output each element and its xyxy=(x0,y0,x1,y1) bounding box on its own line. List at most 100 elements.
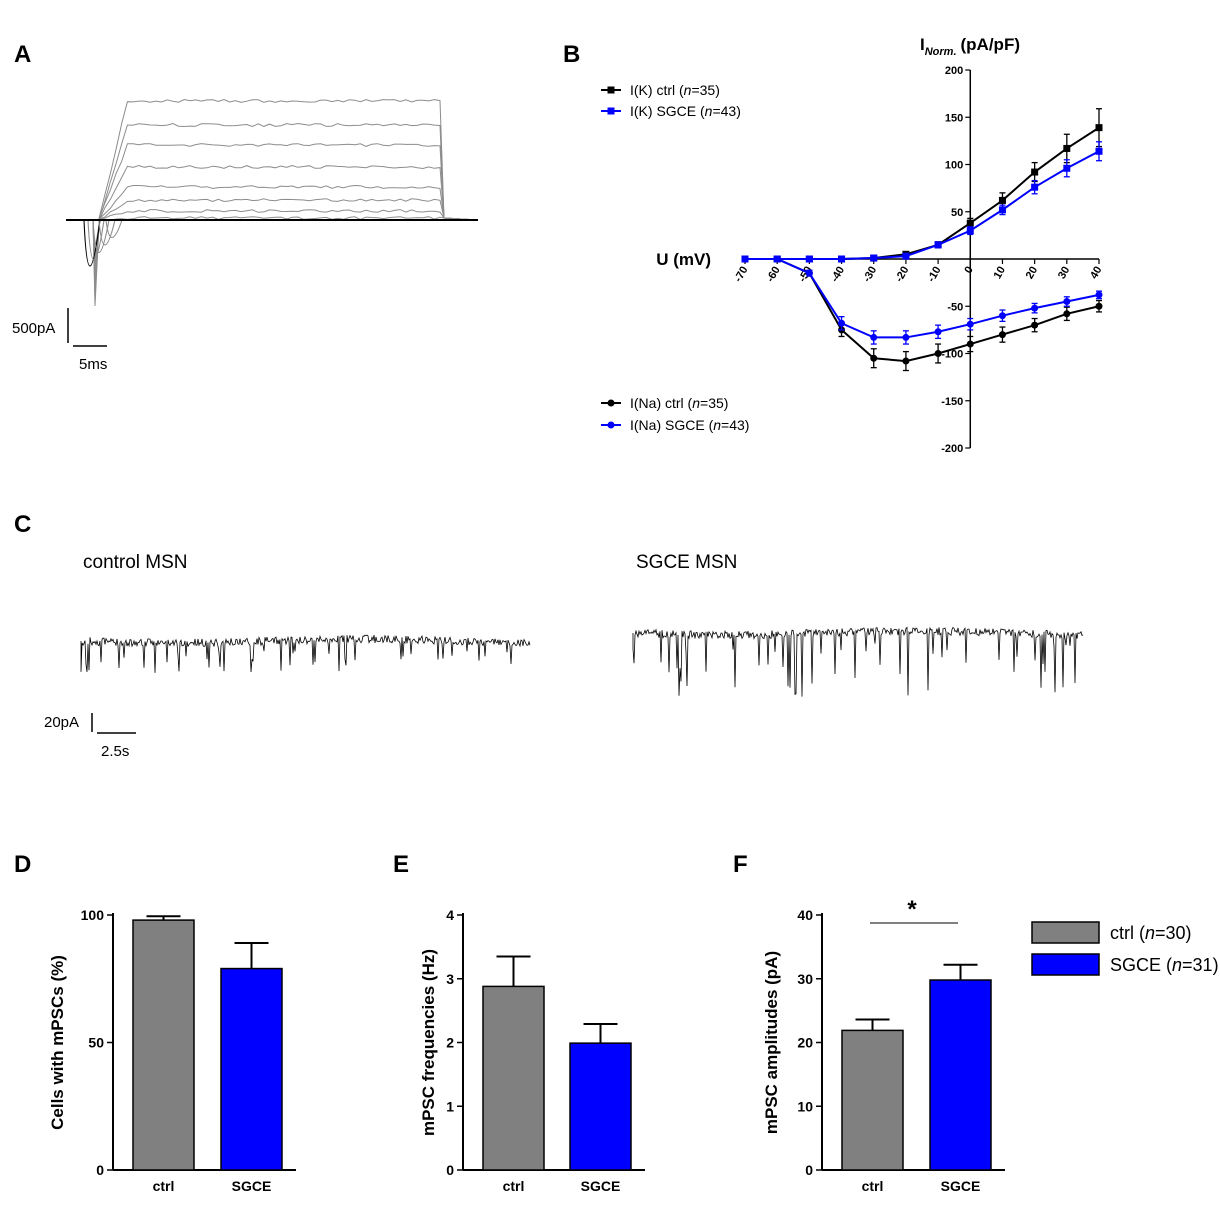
iv-y-tick-label: 100 xyxy=(945,160,963,172)
iv-data-point xyxy=(1031,321,1039,329)
legend-n-symbol: n xyxy=(1172,955,1182,975)
iv-x-tick-label: 10 xyxy=(992,265,1009,282)
iv-data-point xyxy=(998,206,1006,214)
legend-label-ctrl: ctrl (n=30) xyxy=(1110,923,1192,943)
iv-y-title-main: I xyxy=(920,35,925,54)
iv-y-tick-label: -200 xyxy=(941,443,963,455)
iv-data-point xyxy=(902,333,910,341)
iv-data-point xyxy=(1063,164,1071,172)
iv-data-point xyxy=(1031,183,1039,191)
bar-y-tick-label: 0 xyxy=(96,1162,104,1178)
iv-data-point xyxy=(838,255,846,263)
iv-data-point xyxy=(998,196,1006,204)
iv-y-title-sub: Norm. xyxy=(925,46,957,58)
k-current-trace xyxy=(68,209,479,299)
bar-y-tick-label: 100 xyxy=(81,907,105,923)
k-current-trace xyxy=(68,98,479,251)
iv-legend-marker xyxy=(607,399,615,407)
legend-name: SGCE ( xyxy=(1110,955,1172,975)
iv-legend-marker xyxy=(607,421,615,429)
bar-y-tick-label: 1 xyxy=(446,1098,454,1114)
na-current-dip xyxy=(98,219,116,246)
bar-x-tick-label: ctrl xyxy=(503,1178,525,1194)
legend-name: I(K) ctrl ( xyxy=(630,82,684,98)
panel-c: control MSN SGCE MSN 20pA 2.5s xyxy=(44,552,1084,760)
bar-x-tick-label: ctrl xyxy=(862,1178,884,1194)
legend-n-symbol: n xyxy=(1145,923,1155,943)
legend-n-symbol: n xyxy=(705,103,713,119)
control-msn-label: control MSN xyxy=(83,552,188,573)
panel-letter-d: D xyxy=(14,851,31,878)
iv-legend-label: I(K) ctrl (n=35) xyxy=(630,82,720,98)
bar-y-tick-label: 30 xyxy=(797,971,813,987)
iv-data-point xyxy=(998,312,1006,320)
iv-data-point xyxy=(773,255,781,263)
panel-a-scale-bar: 500pA 5ms xyxy=(12,308,107,373)
iv-data-point xyxy=(934,241,942,249)
legend-n-value: =43) xyxy=(712,103,740,119)
iv-data-point xyxy=(1063,144,1071,152)
bar-x-tick-label: SGCE xyxy=(232,1178,272,1194)
iv-y-tick-label: -150 xyxy=(941,396,963,408)
legend-name: I(K) SGCE ( xyxy=(630,103,705,119)
bar-x-tick-label: SGCE xyxy=(581,1178,621,1194)
sgce-msn-label: SGCE MSN xyxy=(636,552,737,573)
panel-letter-c: C xyxy=(14,511,31,538)
panel-e-bar-chart: 0 1 2 3 4 ctrl SGCE mPSC frequencies (Hz) xyxy=(419,907,645,1194)
mpsc-trace xyxy=(632,626,1084,697)
iv-series-line xyxy=(745,258,1100,339)
panel-letter-a: A xyxy=(14,41,31,68)
mpsc-trace xyxy=(80,634,531,673)
iv-x-tick-label: -30 xyxy=(861,265,879,285)
k-current-trace xyxy=(68,198,479,291)
bar-x-tick-label: SGCE xyxy=(941,1178,981,1194)
iv-y-axis-title: INorm. (pA/pF) xyxy=(920,35,1020,58)
iv-y-tick-label: 200 xyxy=(945,65,963,77)
iv-data-point xyxy=(1063,310,1071,318)
iv-data-point xyxy=(966,227,974,235)
bar-y-axis-title: mPSC amplitudes (pA) xyxy=(762,951,781,1134)
iv-data-point xyxy=(902,252,910,260)
bar-y-tick-label: 50 xyxy=(88,1035,104,1051)
iv-series-line xyxy=(745,150,1100,260)
legend-name: I(Na) ctrl ( xyxy=(630,395,693,411)
bar-y-tick-label: 0 xyxy=(446,1162,454,1178)
panel-letter-e: E xyxy=(393,851,409,878)
bar-y-tick-label: 4 xyxy=(446,907,454,923)
iv-legend-label: I(K) SGCE (n=43) xyxy=(630,103,741,119)
iv-data-point xyxy=(1095,147,1103,155)
iv-x-axis-title: U (mV) xyxy=(656,250,711,269)
bar-ctrl xyxy=(841,1029,904,1171)
panel-d-bar-chart: 0 50 100 ctrl SGCE Cells with mPSCs (%) xyxy=(48,907,296,1194)
iv-data-point xyxy=(1095,302,1103,310)
iv-data-point xyxy=(1031,304,1039,312)
c-scale-current-label: 20pA xyxy=(44,714,79,731)
k-current-trace xyxy=(68,216,479,307)
iv-data-point xyxy=(998,331,1006,339)
panel-c-traces xyxy=(80,626,1084,697)
legend-swatch-ctrl xyxy=(1031,921,1100,944)
iv-data-point xyxy=(934,328,942,336)
significance-star: * xyxy=(907,896,917,923)
legend-swatch-SGCE xyxy=(1031,953,1100,976)
iv-x-tick-label: 40 xyxy=(1088,265,1105,282)
iv-x-tick-label: -20 xyxy=(893,265,911,285)
scale-current-label: 500pA xyxy=(12,320,55,337)
panel-f-bar-chart: 0 10 20 30 40 ctrl SGCE mPSC amplitudes (pA) * xyxy=(762,896,1005,1194)
iv-data-point xyxy=(1095,124,1103,132)
iv-legend-label: I(Na) SGCE (n=43) xyxy=(630,417,749,433)
k-current-trace xyxy=(68,122,479,259)
legend-n-symbol: n xyxy=(684,82,692,98)
iv-y-tick-label: 150 xyxy=(945,112,963,124)
iv-data-point xyxy=(1063,298,1071,306)
k-current-trace xyxy=(68,143,479,267)
panel-letter-b: B xyxy=(563,41,580,68)
bar-y-tick-label: 10 xyxy=(797,1098,813,1114)
iv-x-tick-label: -60 xyxy=(764,265,782,285)
legend-label-SGCE: SGCE (n=31) xyxy=(1110,955,1219,975)
legend-name: ctrl ( xyxy=(1110,923,1145,943)
bar-y-tick-label: 2 xyxy=(446,1035,454,1051)
iv-y-tick-label: 50 xyxy=(951,207,963,219)
iv-data-point xyxy=(870,254,878,262)
